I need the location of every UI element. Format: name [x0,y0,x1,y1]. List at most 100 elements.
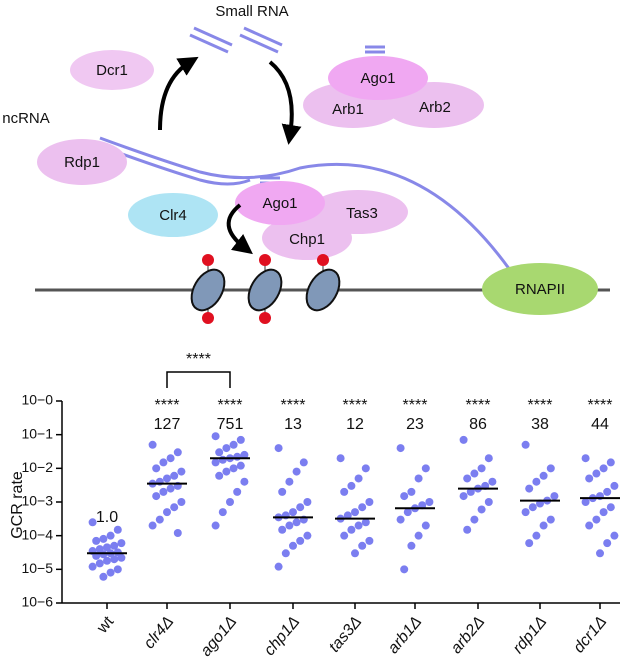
data-point [585,521,594,530]
data-point [117,553,126,562]
comparison-bracket [166,371,231,388]
x-tick-label: tas3Δ [326,613,365,655]
fold-change-label: 12 [346,416,364,433]
data-point [361,464,370,473]
data-point [215,448,224,457]
chp1-label: Chp1 [289,231,325,248]
data-point [113,565,122,574]
data-point [299,458,308,467]
fold-change-label: 23 [406,416,424,433]
data-point [303,498,312,506]
data-point [229,464,238,473]
arrow [226,203,253,255]
rdp1-protein [37,139,127,185]
data-point [351,549,359,558]
data-point [106,531,115,540]
data-point [581,498,590,506]
data-point [103,556,111,565]
data-point [218,508,227,517]
data-point [528,503,537,512]
data-point [603,487,612,496]
data-point [163,508,171,517]
significance-label: **** [466,397,491,414]
dcr1-label: Dcr1 [96,62,128,79]
data-point [88,518,97,527]
arrow [158,56,199,131]
chart: GCR rate 10−6 10−5 10−4 10−3 10−2 10−1 10−0 wt 1… [9,351,620,660]
rdp1-label: Rdp1 [64,154,100,171]
data-point [396,515,405,524]
data-point [351,508,359,517]
data-point [211,521,220,530]
data-point [240,450,249,459]
data-point [240,477,249,486]
data-point [92,536,101,545]
fold-change-label: 38 [531,416,549,433]
data-point [110,555,119,564]
data-point [470,515,479,524]
y-axis-title: GCR rate [9,471,26,539]
rnapii-label: RNAPII [515,281,565,298]
data-point [88,562,97,571]
clr4-label: Clr4 [159,207,187,224]
data-point [477,505,486,514]
data-point [347,481,356,490]
data-point [177,498,186,506]
data-point [218,455,227,464]
ago1-protein [235,181,325,225]
data-point [606,503,615,512]
data-point [425,498,434,506]
data-point [155,515,164,524]
data-point [463,474,472,483]
data-point [226,498,234,506]
data-point [407,487,416,496]
ncrna-label: ncRNA [2,110,50,127]
data-point [166,454,175,463]
x-tick-label: dcr1Δ [570,613,610,656]
y-tick-label: 10−6 [21,594,53,610]
data-point [106,568,115,577]
data-point [525,539,534,548]
x-tick-label: clr4Δ [141,613,178,652]
data-point [215,471,224,480]
data-point [296,536,305,545]
fold-change-label: 13 [284,416,302,433]
data-point [159,487,168,496]
data-point [222,444,231,453]
ago1-label: Ago1 [360,70,395,87]
data-point [173,529,182,538]
data-point [340,531,349,540]
x-tick-label: ago1Δ [197,613,240,659]
data-point [170,471,179,480]
data-point [148,521,157,530]
dcr1-protein [70,50,154,90]
data-point [117,539,126,548]
data-point [336,454,345,463]
data-point [233,487,242,496]
data-point [289,541,297,550]
data-point [532,531,541,540]
y-tick-label: 10−1 [21,425,53,441]
data-point [274,562,283,571]
data-point [603,539,612,548]
data-point [110,541,119,550]
data-point [211,458,220,467]
significance-label: **** [218,397,243,414]
data-point [463,525,472,534]
data-point [365,536,374,545]
fold-change-label: 751 [217,416,244,433]
data-point [354,474,363,483]
data-point [414,474,423,483]
fold-change-label: 86 [469,416,487,433]
data-point [163,474,171,483]
small-rna [189,26,385,185]
data-point [113,525,122,534]
ago1-label: Ago1 [262,195,297,212]
data-point [414,531,423,540]
data-point [296,503,305,512]
dsrna [99,144,251,186]
data-point [610,531,619,540]
rnapii-protein [482,263,598,315]
comparison-significance: **** [186,351,211,368]
